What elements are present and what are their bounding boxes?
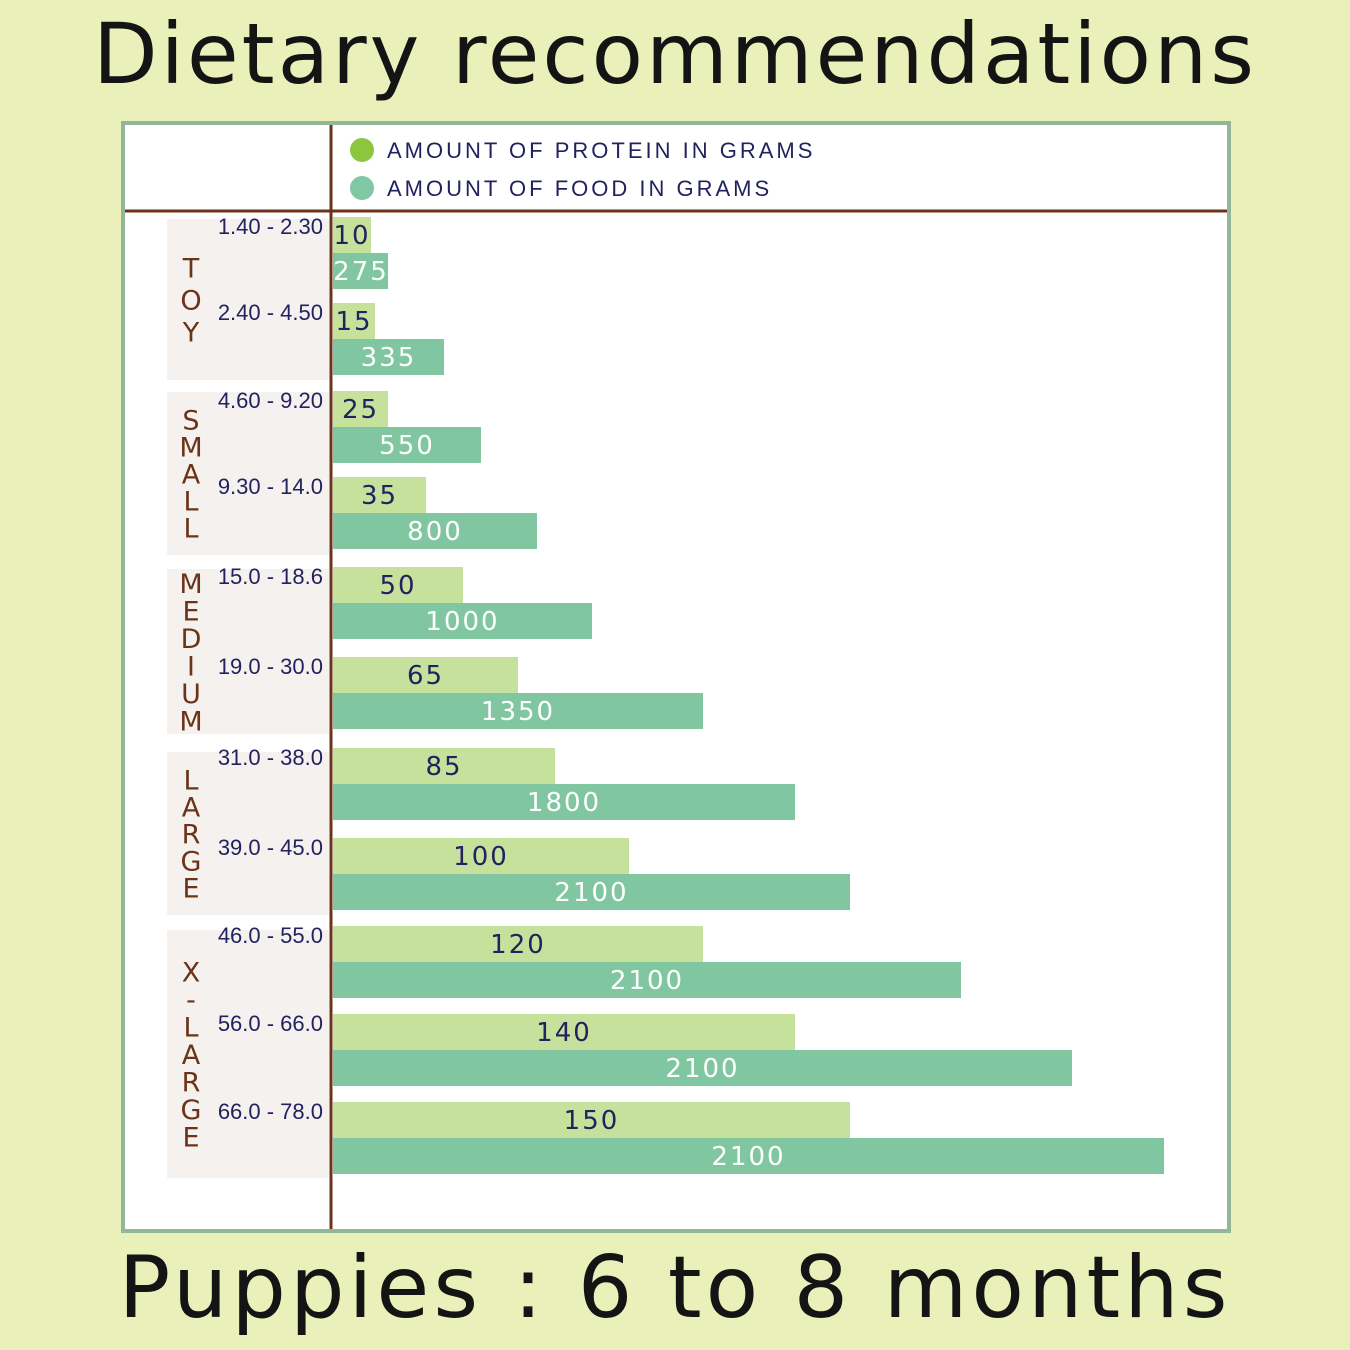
legend-label-food: AMOUNT OF FOOD IN GRAMS <box>387 176 772 201</box>
food-bar <box>333 1050 1072 1086</box>
protein-value-label: 140 <box>536 1018 592 1048</box>
food-value-label: 550 <box>379 431 435 461</box>
food-value-label: 2100 <box>610 966 684 996</box>
group-label-x-large-letter: - <box>186 985 196 1016</box>
legend-marker-protein <box>350 138 374 162</box>
protein-bar <box>333 217 371 253</box>
protein-bar <box>333 477 426 513</box>
protein-bar <box>333 1014 795 1050</box>
food-value-label: 2100 <box>665 1054 739 1084</box>
category-label: 4.60 - 9.20 <box>218 388 323 413</box>
group-label-toy-letter: O <box>180 286 201 317</box>
protein-bar <box>333 303 375 339</box>
group-label-large-letter: E <box>182 874 199 905</box>
group-label-toy-letter: T <box>182 254 200 285</box>
food-value-label: 2100 <box>711 1142 785 1172</box>
group-label-x-large-letter: E <box>182 1123 199 1154</box>
group-label-small-letter: S <box>182 406 199 437</box>
group-label-small-letter: A <box>182 460 201 491</box>
legend-label-protein: AMOUNT OF PROTEIN IN GRAMS <box>387 138 815 163</box>
group-box-medium <box>167 569 329 734</box>
group-label-small-letter: L <box>183 514 198 545</box>
food-bar <box>333 339 444 375</box>
food-bar <box>333 1138 1164 1174</box>
group-label-large-letter: G <box>181 847 202 878</box>
group-label-x-large-letter: R <box>182 1068 201 1099</box>
protein-value-label: 120 <box>490 930 546 960</box>
food-bar <box>333 962 961 998</box>
category-label: 19.0 - 30.0 <box>218 654 323 679</box>
chart-panel: AMOUNT OF PROTEIN IN GRAMS AMOUNT OF FOOD… <box>121 121 1231 1233</box>
group-label-x-large-letter: X <box>182 958 201 989</box>
protein-bar <box>333 391 388 427</box>
category-label: 66.0 - 78.0 <box>218 1099 323 1124</box>
category-label: 39.0 - 45.0 <box>218 835 323 860</box>
protein-value-label: 25 <box>342 395 379 425</box>
category-label: 1.40 - 2.30 <box>218 214 323 239</box>
food-value-label: 1000 <box>425 607 499 637</box>
food-value-label: 800 <box>407 517 463 547</box>
protein-bar <box>333 926 703 962</box>
group-box-toy <box>167 219 329 380</box>
protein-bar <box>333 567 463 603</box>
group-label-medium-letter: M <box>179 706 202 737</box>
group-label-small-letter: M <box>179 433 202 464</box>
group-label-small-letter: L <box>183 487 198 518</box>
protein-bar <box>333 1102 850 1138</box>
protein-bar <box>333 838 629 874</box>
category-label: 2.40 - 4.50 <box>218 300 323 325</box>
food-value-label: 275 <box>333 257 389 287</box>
group-box-small <box>167 392 329 555</box>
food-value-label: 1800 <box>527 788 601 818</box>
category-label: 46.0 - 55.0 <box>218 923 323 948</box>
group-label-x-large-letter: G <box>181 1095 202 1126</box>
group-label-medium-letter: U <box>181 679 201 710</box>
protein-value-label: 85 <box>425 752 462 782</box>
protein-value-label: 100 <box>453 842 509 872</box>
group-label-toy-letter: Y <box>182 318 200 349</box>
protein-value-label: 35 <box>361 481 398 511</box>
group-label-medium-letter: I <box>187 651 195 682</box>
chart-title: Dietary recommendations <box>92 5 1258 103</box>
category-label: 31.0 - 38.0 <box>218 745 323 770</box>
protein-value-label: 10 <box>333 221 370 251</box>
group-label-large-letter: R <box>182 820 201 851</box>
food-value-label: 2100 <box>554 878 628 908</box>
food-bar <box>333 513 537 549</box>
group-label-medium-letter: M <box>179 569 202 600</box>
category-label: 56.0 - 66.0 <box>218 1011 323 1036</box>
group-box-x-large <box>167 930 329 1178</box>
group-label-large-letter: L <box>183 766 198 797</box>
group-label-large-letter: A <box>182 793 201 824</box>
food-bar <box>333 784 795 820</box>
group-label-medium-letter: E <box>182 596 199 627</box>
protein-value-label: 65 <box>407 661 444 691</box>
group-label-x-large-letter: L <box>183 1013 198 1044</box>
group-label-medium-letter: D <box>181 624 202 655</box>
food-bar <box>333 874 850 910</box>
chart-subtitle: Puppies : 6 to 8 months <box>118 1238 1232 1338</box>
legend-marker-food <box>350 176 374 200</box>
food-bar <box>333 603 592 639</box>
protein-value-label: 15 <box>335 307 372 337</box>
protein-bar <box>333 748 555 784</box>
food-bar <box>333 253 388 289</box>
protein-value-label: 50 <box>379 571 416 601</box>
bar-chart: AMOUNT OF PROTEIN IN GRAMS AMOUNT OF FOOD… <box>125 125 1227 1229</box>
food-bar <box>333 427 481 463</box>
group-box-large <box>167 752 329 915</box>
category-label: 9.30 - 14.0 <box>218 474 323 499</box>
group-label-x-large-letter: A <box>182 1040 201 1071</box>
food-bar <box>333 693 703 729</box>
food-value-label: 1350 <box>481 697 555 727</box>
category-label: 15.0 - 18.6 <box>218 564 323 589</box>
protein-bar <box>333 657 518 693</box>
food-value-label: 335 <box>361 343 417 373</box>
protein-value-label: 150 <box>564 1106 620 1136</box>
